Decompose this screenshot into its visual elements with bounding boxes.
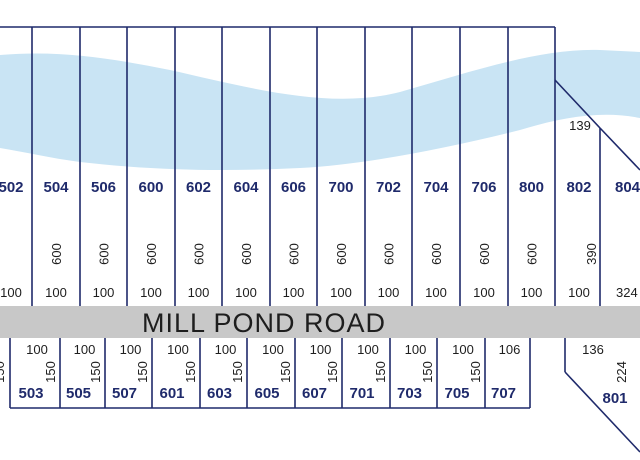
lot-depth: 150	[0, 361, 7, 383]
lot-number: 706	[471, 179, 496, 196]
lot-depth: 150	[43, 361, 58, 383]
lot-depth: 150	[420, 361, 435, 383]
lot-number: 602	[186, 179, 211, 196]
lot-frontage: 100	[26, 342, 48, 357]
lot-number: 802	[566, 179, 591, 196]
lot-804-rear-line	[599, 127, 640, 171]
lot-depth: 150	[325, 361, 340, 383]
north-lot-labels: 502 100 504 600 100 506 600 100 600 600 100 602 600 1…	[0, 118, 640, 300]
lot-depth: 600	[49, 243, 64, 265]
lot-depth: 600	[239, 243, 254, 265]
lot-frontage: 100	[405, 342, 427, 357]
lot-number: 707	[491, 385, 516, 402]
lot-depth: 150	[230, 361, 245, 383]
lot-number: 505	[66, 385, 91, 402]
lot-number: 702	[376, 179, 401, 196]
road-name: MILL POND ROAD	[142, 308, 386, 338]
lot-number: 606	[281, 179, 306, 196]
lot-depth: 600	[287, 243, 302, 265]
lot-depth: 150	[278, 361, 293, 383]
north-lot-lines	[0, 26, 640, 306]
lot-number: 801	[602, 390, 627, 407]
lot-depth: 600	[525, 243, 540, 265]
lot-depth: 600	[429, 243, 444, 265]
lot-depth: 150	[183, 361, 198, 383]
lot-number: 705	[444, 385, 469, 402]
lot-number: 800	[519, 179, 544, 196]
lot-number: 504	[43, 179, 69, 196]
lot-number: 605	[254, 385, 279, 402]
mill-pond-road	[0, 306, 640, 338]
lot-frontage: 100	[93, 285, 115, 300]
lot-number: 601	[159, 385, 184, 402]
lot-depth: 600	[334, 243, 349, 265]
lot-number: 506	[91, 179, 116, 196]
lot-802-rear: 139	[569, 118, 591, 133]
lot-802-rear-line	[554, 79, 601, 129]
lot-frontage: 100	[310, 342, 332, 357]
lot-number: 603	[207, 385, 232, 402]
lot-number: 503	[18, 385, 43, 402]
lot-frontage: 100	[188, 285, 210, 300]
lot-number: 700	[328, 179, 353, 196]
lot-frontage: 100	[235, 285, 257, 300]
lot-frontage: 100	[521, 285, 543, 300]
lot-number: 703	[397, 385, 422, 402]
lot-frontage: 100	[0, 285, 22, 300]
lot-number: 502	[0, 179, 24, 196]
lot-frontage: 100	[283, 285, 305, 300]
lot-number: 600	[138, 179, 163, 196]
lot-number: 507	[112, 385, 137, 402]
lot-depth: 600	[382, 243, 397, 265]
lot-number: 804	[615, 179, 640, 196]
lot-frontage: 100	[262, 342, 284, 357]
lot-number: 604	[233, 179, 259, 196]
lot-frontage: 100	[357, 342, 379, 357]
lot-frontage: 100	[215, 342, 237, 357]
lot-frontage: 136	[582, 342, 604, 357]
lot-frontage: 324	[616, 285, 638, 300]
lot-depth: 150	[373, 361, 388, 383]
lot-depth: 150	[88, 361, 103, 383]
lot-depth: 150	[468, 361, 483, 383]
lot-frontage: 100	[45, 285, 67, 300]
lot-depth: 150	[135, 361, 150, 383]
lot-number: 704	[423, 179, 449, 196]
lot-frontage: 100	[378, 285, 400, 300]
lot-frontage: 100	[473, 285, 495, 300]
lot-frontage: 106	[499, 342, 521, 357]
south-lot-lines	[9, 338, 640, 453]
lot-depth: 600	[97, 243, 112, 265]
lot-frontage: 100	[330, 285, 352, 300]
lot-frontage: 100	[140, 285, 162, 300]
lot-frontage: 100	[425, 285, 447, 300]
pond-water	[0, 49, 640, 170]
lot-depth: 224	[614, 361, 629, 383]
lot-frontage: 100	[568, 285, 590, 300]
lot-frontage: 100	[120, 342, 142, 357]
lot-frontage: 100	[74, 342, 96, 357]
lot-depth: 600	[477, 243, 492, 265]
lot-depth: 600	[144, 243, 159, 265]
south-lot-labels: 1501005031501005051501005071501006011501…	[0, 342, 629, 407]
lot-number: 701	[349, 385, 374, 402]
lot-frontage: 100	[452, 342, 474, 357]
lot-number: 607	[302, 385, 327, 402]
lot-frontage: 100	[167, 342, 189, 357]
lot-depth: 390	[584, 243, 599, 265]
lot-depth: 600	[192, 243, 207, 265]
lot-801-south-line	[564, 371, 640, 453]
